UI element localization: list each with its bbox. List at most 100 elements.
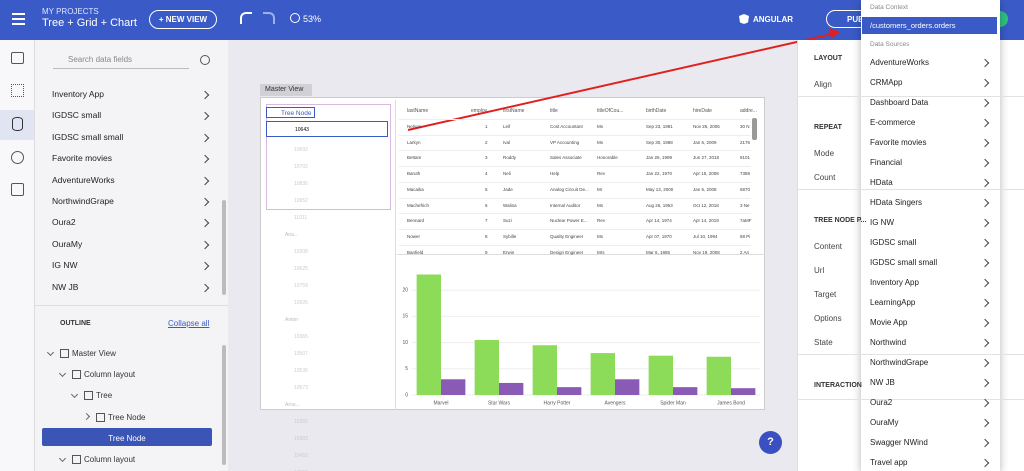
add-button[interactable] — [200, 55, 210, 65]
view-tab[interactable]: Master View — [260, 84, 312, 96]
data-source-item[interactable]: IG NW — [52, 260, 78, 271]
grid-cell: Jade — [503, 186, 513, 192]
data-source-option[interactable]: IGDSC small — [870, 238, 917, 247]
grid-header: employ... — [471, 108, 491, 114]
undo[interactable] — [240, 12, 252, 24]
redo[interactable] — [263, 12, 275, 24]
new-view-button[interactable]: + NEW VIEW — [149, 10, 217, 29]
grid-cell: 8101 — [740, 155, 751, 161]
rail-icon[interactable] — [11, 84, 24, 97]
grid-cell: 1 — [485, 124, 488, 129]
bar — [731, 388, 756, 395]
data-source-option[interactable]: Inventory App — [870, 278, 919, 287]
tree-node: 10573 — [294, 385, 308, 391]
data-source-item[interactable]: NorthwindGrape — [52, 196, 114, 206]
data-source-option[interactable]: Swagger NWind — [870, 438, 928, 447]
data-source-item[interactable]: AdventureWorks — [52, 174, 115, 185]
scrollbar[interactable] — [222, 345, 226, 465]
grid-cell: Jan 6, 2009 — [693, 139, 717, 145]
outline-item[interactable]: Tree Node — [108, 433, 146, 443]
outline-item[interactable]: Master View — [72, 349, 116, 358]
data-source-option[interactable]: Travel app — [870, 458, 908, 467]
data-source-item[interactable]: Oura2 — [52, 217, 76, 228]
bar — [590, 353, 615, 395]
grid-cell: Help — [550, 171, 560, 177]
grid-cell: Quality Engineer — [550, 233, 584, 239]
grid-cell: 8 — [485, 233, 488, 239]
data-source-option[interactable]: LearningApp — [870, 298, 916, 307]
tree-node: 10692 — [294, 147, 308, 153]
rail-icon[interactable] — [11, 183, 24, 196]
data-source-item[interactable]: Favorite movies — [52, 153, 112, 164]
outline-item[interactable]: Column layout — [84, 370, 136, 380]
grid-scrollbar[interactable] — [752, 118, 757, 140]
rail-icon[interactable] — [11, 52, 24, 64]
outline-item[interactable]: Tree — [96, 391, 113, 401]
outline-icon — [60, 349, 69, 358]
grid-cell: Sep 30, 1988 — [646, 139, 673, 145]
rail-active[interactable] — [0, 110, 34, 140]
zoom-level[interactable]: 53% — [303, 14, 322, 24]
outline-icon — [84, 391, 93, 401]
data-source-option[interactable]: Financial — [870, 158, 903, 167]
grid-row-line — [399, 228, 751, 230]
outline-selected[interactable] — [42, 427, 212, 446]
outline-title: OUTLINE — [60, 320, 91, 327]
tree-node: 10453 — [294, 453, 308, 459]
collapse-all[interactable]: Collapse all — [168, 319, 210, 328]
rail-icon[interactable] — [12, 117, 23, 131]
data-context-selected[interactable]: /customers_orders.orders — [862, 17, 997, 34]
grid-cell: Larkyn — [407, 139, 421, 145]
outline-item[interactable]: Column layout — [84, 455, 136, 464]
data-source-option[interactable]: Dashboard Data — [870, 98, 929, 107]
grid-cell: Nower — [407, 233, 421, 239]
data-source-option[interactable]: IG NW — [870, 218, 894, 227]
tree-node-selected[interactable]: 10643 — [266, 121, 388, 137]
outline-item[interactable]: Tree Node — [108, 412, 146, 422]
grid-cell: Bennard — [407, 218, 425, 224]
breadcrumb[interactable]: MY PROJECTS — [42, 7, 99, 16]
grid-cell: Internal Auditor — [550, 202, 581, 208]
grid-cell: Ms — [597, 202, 603, 208]
search-field[interactable]: Search data fields — [53, 55, 189, 69]
data-source-option[interactable]: E-commerce — [870, 118, 916, 127]
data-source-item[interactable]: IGDSC small small — [52, 131, 124, 142]
data-source-option[interactable]: HData Singers — [870, 198, 923, 207]
scrollbar[interactable] — [222, 200, 226, 295]
grid-cell: Neli — [503, 171, 511, 177]
rail-icon[interactable] — [11, 151, 24, 164]
section-divider — [797, 189, 1024, 190]
dropdown-heading: Data Sources — [870, 41, 910, 48]
grid-cell: Baruth — [407, 171, 421, 177]
data-source-item[interactable]: NW JB — [52, 281, 79, 292]
grid-cell: Sep 23, 1981 — [646, 124, 673, 129]
grid-cell: Ms — [597, 233, 603, 239]
data-source-item[interactable]: IGDSC small — [52, 110, 102, 121]
grid-row-line — [399, 150, 751, 152]
data-source-option[interactable]: OuraMy — [870, 418, 899, 427]
data-source-option[interactable]: Oura2 — [870, 398, 893, 407]
grid-cell: 2 — [485, 139, 488, 145]
grid-cell: Leif — [503, 124, 511, 129]
data-source-option[interactable]: NW JB — [870, 378, 895, 387]
data-source-option[interactable]: CRMApp — [870, 78, 903, 87]
grid-cell: Mrs — [597, 249, 605, 255]
section-divider — [797, 354, 1024, 355]
framework[interactable]: ANGULAR — [753, 15, 793, 24]
data-source-item[interactable]: Inventory App — [52, 89, 104, 99]
menu-icon[interactable] — [12, 13, 25, 15]
grid-cell: Aug 26, 1953 — [646, 202, 673, 208]
data-source-option[interactable]: AdventureWorks — [870, 58, 929, 67]
data-source-option[interactable]: Northwind — [870, 338, 907, 347]
help-button[interactable]: ? — [759, 431, 782, 454]
data-source-item[interactable]: OuraMy — [52, 238, 83, 249]
data-source-option[interactable]: Movie App — [870, 318, 908, 327]
data-source-option[interactable]: HData — [870, 178, 893, 187]
outline-icon — [96, 412, 105, 422]
data-source-option[interactable]: IGDSC small small — [870, 258, 938, 267]
data-source-option[interactable]: NorthwindGrape — [870, 358, 929, 367]
tree-node-tag[interactable]: Tree Node — [266, 107, 315, 118]
data-source-option[interactable]: Favorite movies — [870, 138, 927, 147]
zoom-icon[interactable] — [290, 13, 300, 23]
